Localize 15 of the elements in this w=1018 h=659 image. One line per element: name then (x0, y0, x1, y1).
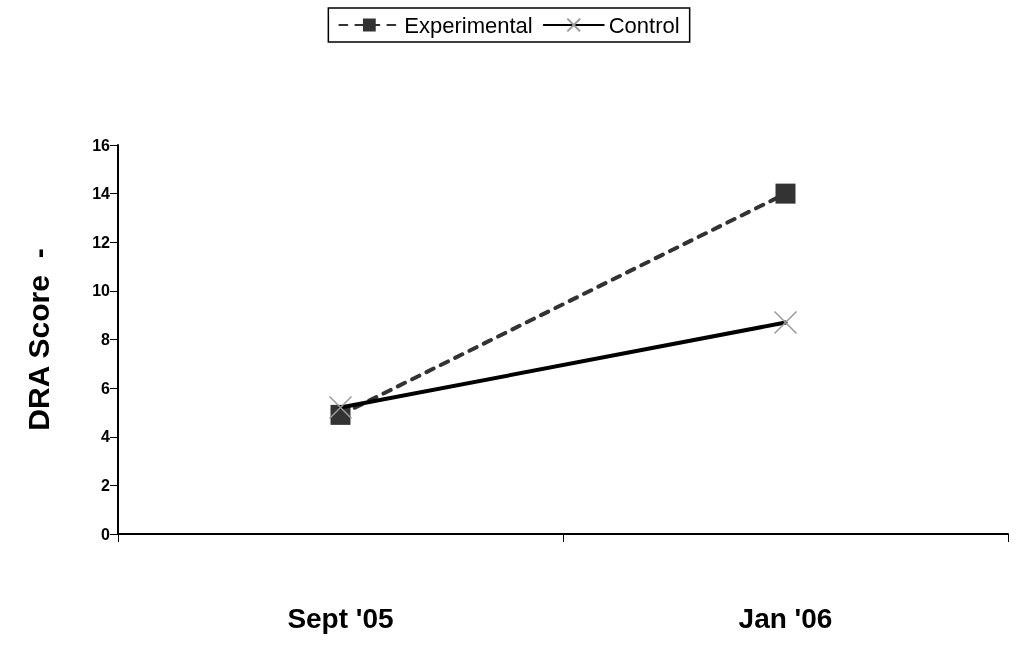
y-tick-label: 10 (92, 282, 111, 300)
legend-label: Experimental (404, 12, 533, 38)
y-tick-label: 16 (92, 136, 111, 154)
point (775, 183, 796, 204)
y-tick-label: 6 (101, 379, 111, 397)
x-tick-label: Jan '06 (738, 602, 833, 634)
y-tick-label: 14 (92, 185, 111, 203)
y-tick-label: 12 (92, 233, 111, 251)
y-tick-label: 0 (101, 525, 111, 543)
y-tick-label: 4 (101, 428, 111, 446)
x-tick-label: Sept '05 (287, 602, 394, 634)
y-axis-title: DRA Score - (21, 248, 55, 431)
y-tick-label: 8 (101, 331, 111, 348)
y-tick-label: 2 (101, 476, 111, 494)
legend-label: Control (608, 12, 680, 38)
